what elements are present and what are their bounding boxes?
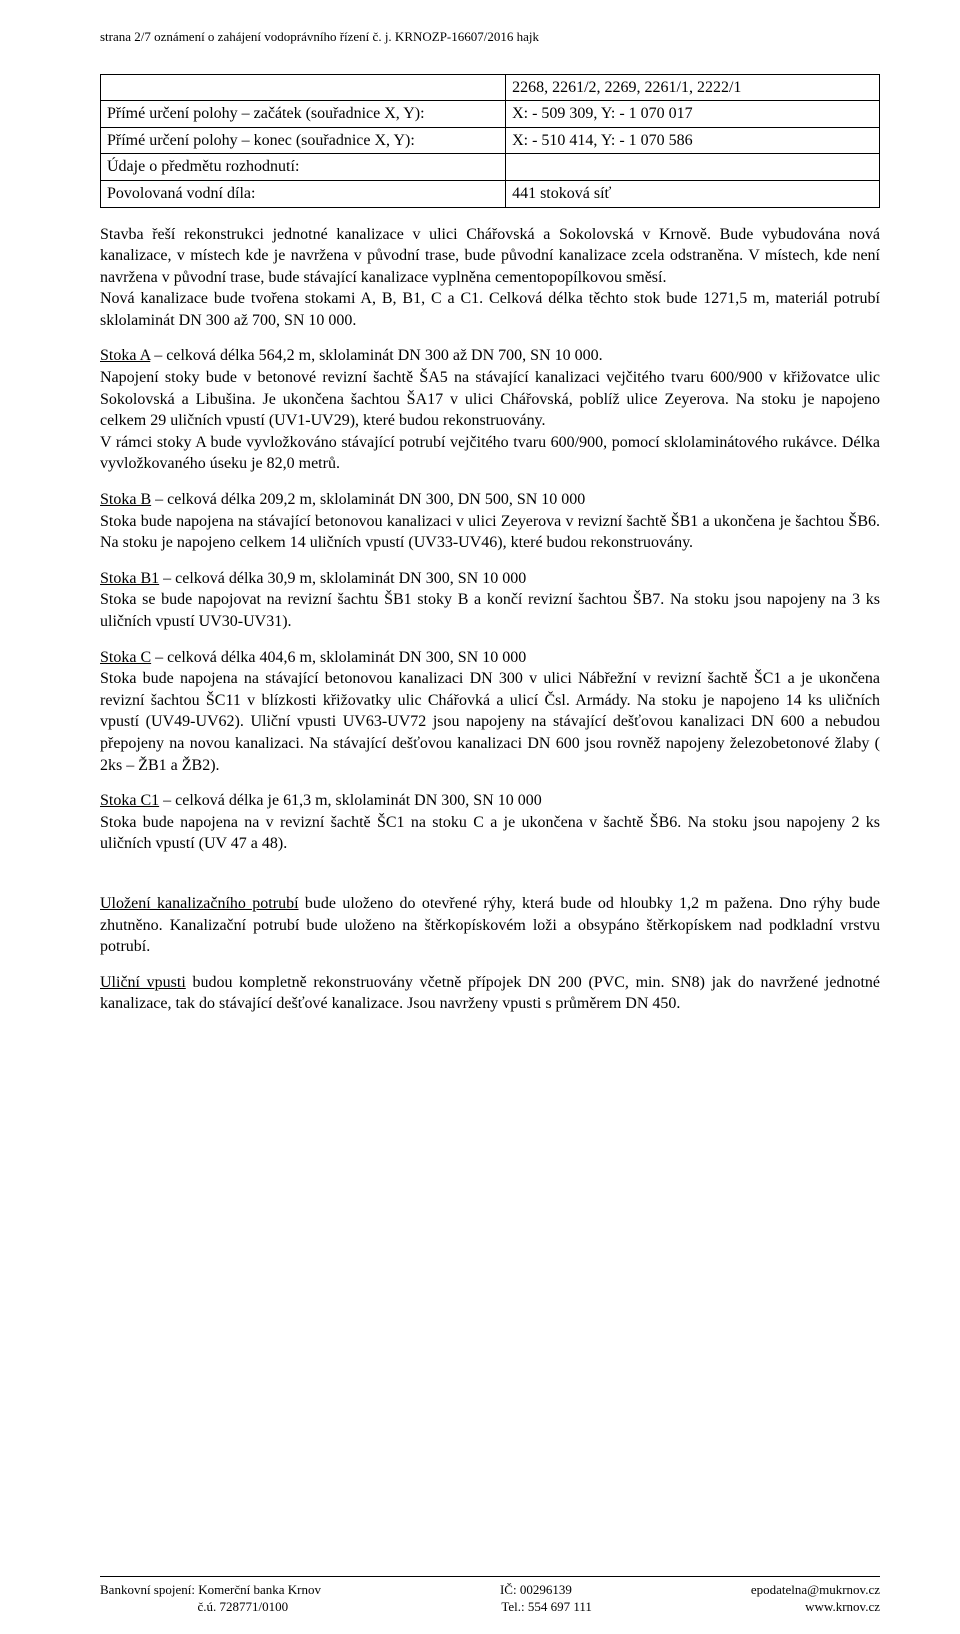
table-cell-label [101,74,506,101]
footer-right-1: epodatelna@mukrnov.cz [751,1581,880,1599]
table-cell-value: X: - 509 309, Y: - 1 070 017 [506,101,880,128]
info-table: 2268, 2261/2, 2269, 2261/1, 2222/1Přímé … [100,74,880,208]
paragraph-intro: Stavba řeší rekonstrukci jednotné kanali… [100,224,880,332]
text: Nová kanalizace bude tvořena stokami A, … [100,290,880,329]
table-cell-value [506,154,880,181]
footer-center-2: Tel.: 554 697 111 [288,1598,805,1616]
stoka-c1-head: Stoka C1 [100,792,159,809]
stoka-a-body: Napojení stoky bude v betonové revizní š… [100,369,880,429]
stoka-b-head: Stoka B [100,491,151,508]
section-ulozeni: Uložení kanalizačního potrubí bude ulože… [100,893,880,958]
footer-center-1: IČ: 00296139 [321,1581,751,1599]
table-cell-value: 441 stoková síť [506,180,880,207]
section-stoka-c1: Stoka C1 – celková délka je 61,3 m, sklo… [100,790,880,855]
vpusti-head: Uliční vpusti [100,974,186,991]
ulozeni-head: Uložení kanalizačního potrubí [100,895,299,912]
stoka-c-head: Stoka C [100,649,151,666]
table-cell-value: 2268, 2261/2, 2269, 2261/1, 2222/1 [506,74,880,101]
table-cell-label: Údaje o předmětu rozhodnutí: [101,154,506,181]
section-stoka-c: Stoka C – celková délka 404,6 m, sklolam… [100,647,880,777]
stoka-b1-rest: – celková délka 30,9 m, sklolaminát DN 3… [159,570,526,587]
footer-left-2: č.ú. 728771/0100 [100,1598,288,1616]
table-row: 2268, 2261/2, 2269, 2261/1, 2222/1 [101,74,880,101]
stoka-b1-body: Stoka se bude napojovat na revizní šacht… [100,591,880,630]
stoka-b-rest: – celková délka 209,2 m, sklolaminát DN … [151,491,585,508]
table-cell-label: Přímé určení polohy – konec (souřadnice … [101,127,506,154]
stoka-a-rest: – celková délka 564,2 m, sklolaminát DN … [150,347,602,364]
table-cell-label: Povolovaná vodní díla: [101,180,506,207]
table-cell-label: Přímé určení polohy – začátek (souřadnic… [101,101,506,128]
table-row: Povolovaná vodní díla:441 stoková síť [101,180,880,207]
section-stoka-b1: Stoka B1 – celková délka 30,9 m, sklolam… [100,568,880,633]
text: Stavba řeší rekonstrukci jednotné kanali… [100,226,880,286]
footer-right-2: www.krnov.cz [805,1598,880,1616]
table-row: Přímé určení polohy – konec (souřadnice … [101,127,880,154]
stoka-b-body: Stoka bude napojena na stávající betonov… [100,513,880,552]
stoka-c1-body: Stoka bude napojena na v revizní šachtě … [100,814,880,853]
footer-left-1: Bankovní spojení: Komerční banka Krnov [100,1581,321,1599]
vpusti-rest: budou kompletně rekonstruovány včetně př… [100,974,880,1013]
stoka-c-rest: – celková délka 404,6 m, sklolaminát DN … [151,649,526,666]
table-row: Přímé určení polohy – začátek (souřadnic… [101,101,880,128]
table-row: Údaje o předmětu rozhodnutí: [101,154,880,181]
table-cell-value: X: - 510 414, Y: - 1 070 586 [506,127,880,154]
stoka-a-body2: V rámci stoky A bude vyvložkováno stávaj… [100,434,880,473]
section-stoka-b: Stoka B – celková délka 209,2 m, sklolam… [100,489,880,554]
stoka-b1-head: Stoka B1 [100,570,159,587]
stoka-c-body: Stoka bude napojena na stávající betonov… [100,670,880,773]
stoka-a-head: Stoka A [100,347,150,364]
section-stoka-a: Stoka A – celková délka 564,2 m, sklolam… [100,345,880,475]
stoka-c1-rest: – celková délka je 61,3 m, sklolaminát D… [159,792,542,809]
page-header: strana 2/7 oznámení o zahájení vodoprávn… [100,28,880,46]
section-vpusti: Uliční vpusti budou kompletně rekonstruo… [100,972,880,1015]
page-footer: Bankovní spojení: Komerční banka Krnov I… [100,1576,880,1616]
